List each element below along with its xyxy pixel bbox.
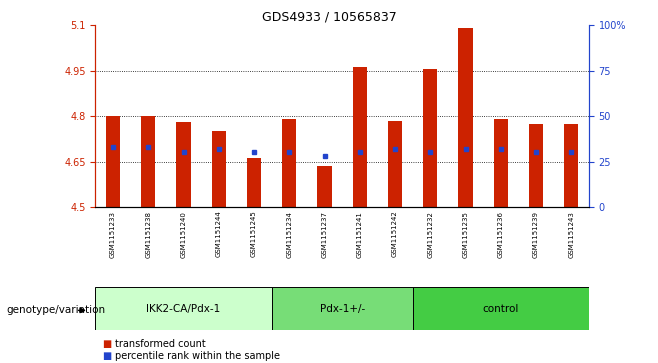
Bar	[272, 287, 413, 330]
Text: GSM1151244: GSM1151244	[216, 211, 222, 257]
Bar	[423, 69, 438, 207]
Bar	[247, 158, 261, 207]
Text: GSM1151239: GSM1151239	[533, 211, 539, 258]
Bar	[353, 67, 367, 207]
Bar	[106, 116, 120, 207]
Text: GSM1151232: GSM1151232	[427, 211, 433, 258]
Text: GSM1151240: GSM1151240	[180, 211, 186, 258]
Text: GSM1151233: GSM1151233	[110, 211, 116, 258]
Bar	[459, 28, 472, 207]
Bar	[565, 125, 578, 207]
Text: Pdx-1+/-: Pdx-1+/-	[320, 303, 365, 314]
Text: GSM1151242: GSM1151242	[392, 211, 398, 257]
Bar	[494, 119, 508, 207]
Bar	[141, 115, 155, 207]
Text: ■: ■	[102, 351, 111, 362]
Bar	[95, 287, 272, 330]
Bar	[318, 166, 332, 207]
Text: control: control	[482, 303, 519, 314]
Bar	[212, 131, 226, 207]
Text: GSM1151245: GSM1151245	[251, 211, 257, 257]
Text: genotype/variation: genotype/variation	[7, 305, 106, 315]
Text: GSM1151234: GSM1151234	[286, 211, 292, 258]
Bar	[282, 119, 296, 207]
Text: GSM1151237: GSM1151237	[322, 211, 328, 258]
Text: IKK2-CA/Pdx-1: IKK2-CA/Pdx-1	[147, 303, 220, 314]
Text: GSM1151235: GSM1151235	[463, 211, 468, 258]
Bar	[388, 121, 402, 207]
Text: GSM1151243: GSM1151243	[569, 211, 574, 258]
Text: ■: ■	[102, 339, 111, 349]
Text: transformed count: transformed count	[115, 339, 206, 349]
Text: GSM1151236: GSM1151236	[498, 211, 504, 258]
Bar	[176, 122, 191, 207]
Bar	[529, 125, 543, 207]
Bar	[413, 287, 589, 330]
Text: percentile rank within the sample: percentile rank within the sample	[115, 351, 280, 362]
Text: GSM1151241: GSM1151241	[357, 211, 363, 258]
Text: GSM1151238: GSM1151238	[145, 211, 151, 258]
Text: GDS4933 / 10565837: GDS4933 / 10565837	[262, 11, 396, 24]
